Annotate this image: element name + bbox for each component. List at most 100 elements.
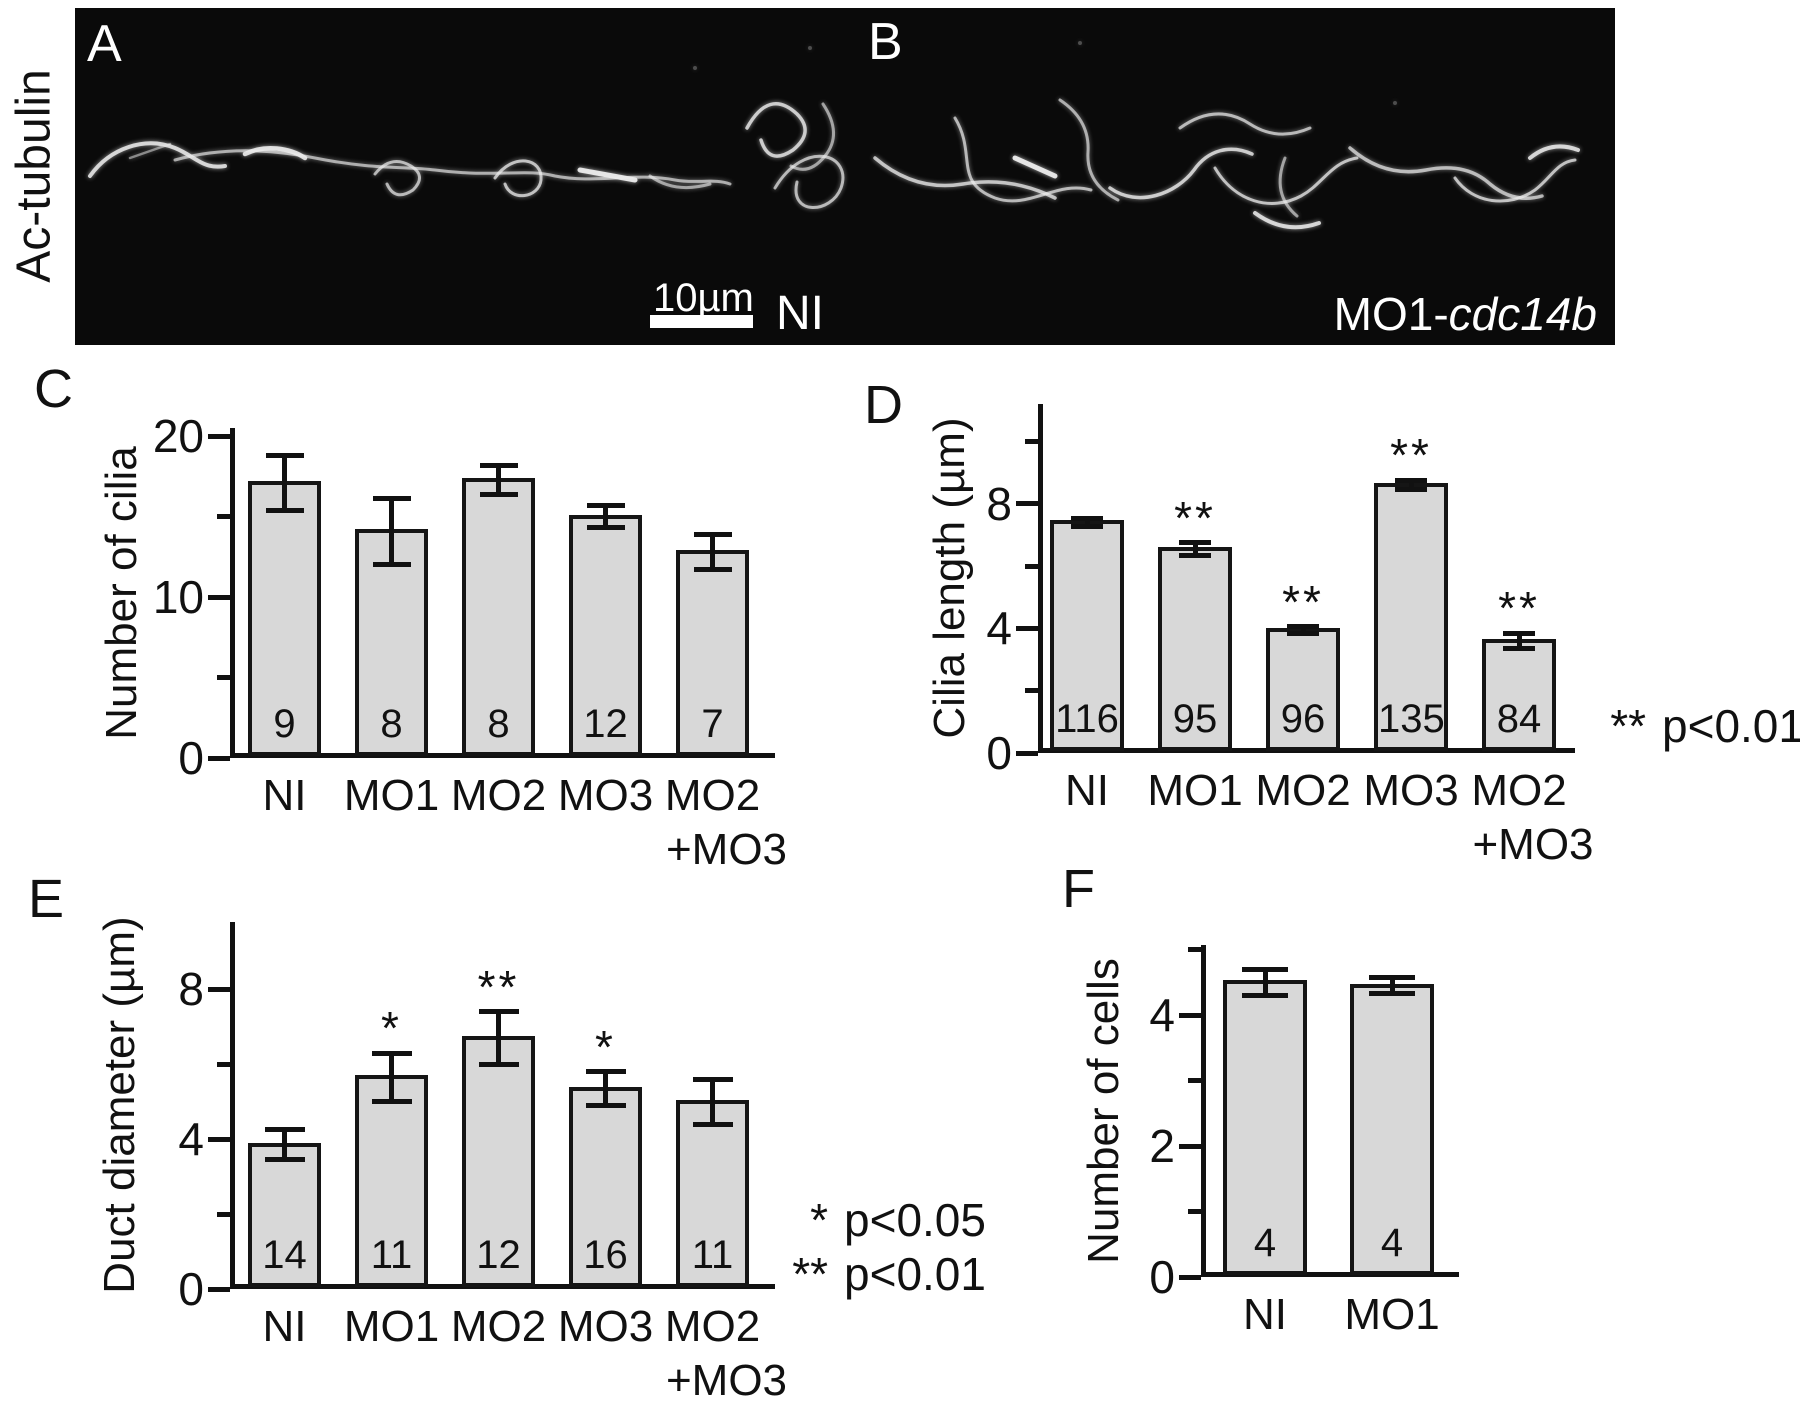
error-whisker — [1389, 977, 1395, 994]
chart-duct-diameter: 0 4 8 14 NI 11 * MO1 12 ** MO2 16 * MO3 11 MO2 +MO3 — [178, 922, 787, 1403]
y-axis-tick-label: 8 — [986, 477, 1012, 530]
y-axis-tick-minor — [217, 1061, 230, 1067]
error-cap-top — [585, 1069, 626, 1075]
y-axis-tick-label: 8 — [178, 963, 204, 1016]
bar-n-label: 11 — [370, 1233, 413, 1277]
x-category-label: MO3 — [1363, 766, 1459, 815]
significance-note-d: ** p<0.01 — [1588, 700, 1800, 752]
error-cap-bottom — [265, 507, 304, 513]
scale-bar-label: 10µm — [653, 276, 754, 320]
y-axis-line — [230, 428, 235, 758]
y-axis-tick-label: 2 — [1149, 1120, 1175, 1173]
y-axis-tick-label: 0 — [1149, 1251, 1175, 1303]
error-whisker — [496, 1011, 501, 1065]
x-category-label: NI — [262, 1302, 307, 1351]
error-whisker — [282, 455, 287, 511]
y-axis-tick-minor — [1025, 438, 1038, 444]
error-cap-bottom — [692, 1121, 733, 1127]
y-axis-tick-major — [208, 1136, 230, 1142]
error-cap-bottom — [264, 1157, 305, 1163]
bar-n-label: 96 — [1280, 697, 1326, 741]
bar-n-label: 116 — [1055, 697, 1119, 741]
x-category-label: NI — [1243, 1290, 1287, 1339]
error-cap-bottom — [1071, 523, 1103, 529]
x-category-label: NI — [262, 771, 307, 820]
y-axis-tick-major — [1016, 750, 1038, 756]
panel-e-label: E — [28, 869, 65, 929]
y-axis-line — [230, 922, 235, 1289]
bar-mo2: 84 — [1482, 638, 1556, 751]
x-category-label-line2: +MO3 — [665, 825, 788, 874]
error-whisker — [282, 1129, 287, 1160]
error-cap-bottom — [479, 491, 518, 497]
y-axis-tick-major — [1179, 1143, 1201, 1149]
x-category-label: NI — [1065, 766, 1109, 815]
y-axis-tick-minor — [1188, 1209, 1201, 1215]
error-cap-top — [264, 1127, 305, 1133]
x-category-label: MO1 — [343, 771, 440, 820]
significance-marker: ** — [1498, 582, 1540, 635]
significance-note-d-text: p<0.01 — [1662, 700, 1800, 752]
significance-marker: ** — [477, 960, 520, 1013]
significance-marker: * — [381, 1002, 402, 1055]
y-axis-title-d: Cilia length (µm) — [925, 417, 974, 739]
bar-mo1: 4 — [1350, 983, 1434, 1275]
bar-ni: 116 — [1050, 520, 1124, 751]
y-axis-line — [1038, 404, 1043, 753]
condition-b-prefix: MO1- — [1333, 288, 1449, 340]
y-axis-tick-major — [208, 986, 230, 992]
significance-note-e2-stars: ** — [792, 1248, 828, 1300]
x-category-label: MO2 — [450, 771, 547, 820]
error-cap-top — [1369, 975, 1415, 981]
error-whisker — [496, 465, 501, 494]
significance-marker: ** — [1282, 575, 1324, 628]
x-category-label: MO2 — [1471, 766, 1567, 815]
bar-n-label: 95 — [1172, 697, 1218, 741]
error-whisker — [1084, 518, 1090, 527]
y-axis-tick-major — [208, 1286, 230, 1292]
error-cap-top — [1287, 624, 1319, 630]
error-whisker — [710, 534, 715, 570]
y-axis-tick-major — [1179, 1274, 1201, 1280]
error-whisker — [1516, 633, 1522, 649]
error-cap-bottom — [1369, 990, 1415, 996]
bar-n-label: 135 — [1378, 697, 1445, 741]
bar-mo3: 16 — [569, 1086, 642, 1287]
x-category-label-line2: +MO3 — [665, 1356, 788, 1405]
error-cap-top — [1071, 516, 1103, 522]
y-axis-tick-label: 0 — [178, 1263, 204, 1315]
bar-n-label: 8 — [380, 702, 403, 746]
error-whisker — [1192, 542, 1198, 556]
error-cap-bottom — [693, 567, 732, 573]
error-cap-top — [1242, 966, 1288, 972]
error-cap-top — [586, 502, 625, 508]
error-whisker — [603, 1071, 608, 1106]
stain-label: Ac-tubulin — [7, 69, 61, 283]
chart-cilia-length: 0 4 8 116 NI 95 ** MO1 96 ** MO2 135 ** MO3 84 ** MO2 +MO… — [986, 404, 1594, 867]
bar-mo2: 7 — [676, 549, 749, 756]
bar-mo3: 135 — [1374, 483, 1448, 751]
error-cap-top — [1395, 477, 1427, 483]
error-whisker — [1300, 626, 1306, 634]
panel-f-label: F — [1062, 859, 1095, 919]
significance-marker: ** — [1390, 429, 1432, 482]
micrograph-condition-ni-label: NI — [776, 287, 824, 340]
error-cap-top — [1503, 630, 1535, 636]
bar-ni: 14 — [248, 1142, 321, 1287]
scale-bar — [650, 315, 753, 328]
chart-number-of-cilia: 0 10 20 9 NI 8 MO1 8 MO2 12 MO3 7 MO2 +MO3 — [153, 413, 787, 871]
y-axis-tick-minor — [217, 1211, 230, 1217]
bar-n-label: 4 — [1380, 1221, 1404, 1265]
error-cap-bottom — [1242, 992, 1288, 998]
y-axis-tick-minor — [217, 514, 230, 520]
y-axis-line — [1201, 945, 1206, 1277]
bar-ni: 4 — [1223, 980, 1307, 1275]
bar-n-label: 4 — [1253, 1221, 1277, 1265]
significance-note-e1: * p<0.05 — [770, 1196, 986, 1245]
y-axis-tick-minor — [1188, 1078, 1201, 1084]
y-axis-tick-minor — [1025, 688, 1038, 694]
bar-mo1: 95 — [1158, 546, 1232, 751]
error-cap-top — [265, 452, 304, 458]
bar-n-label: 12 — [583, 702, 628, 746]
bar-mo2: 11 — [676, 1099, 749, 1287]
